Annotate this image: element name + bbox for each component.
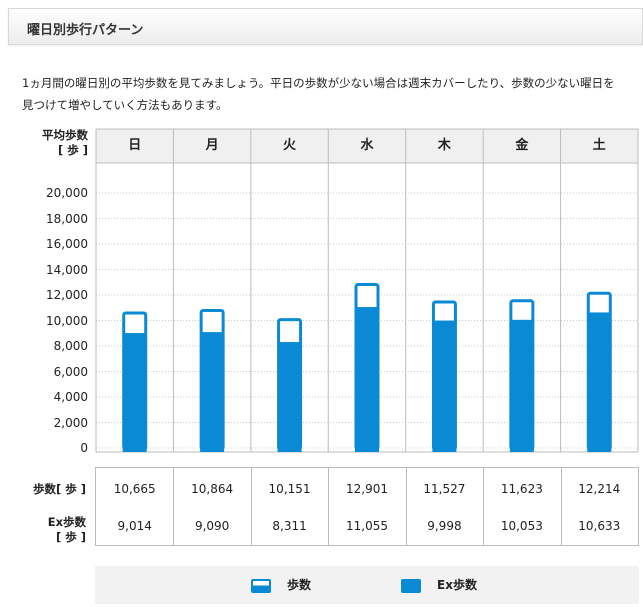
table-column-separator bbox=[173, 467, 175, 546]
legend-steps: 歩数 bbox=[251, 576, 311, 594]
section-header: 曜日別歩行パターン bbox=[8, 8, 643, 45]
intro-text: 1ヵ月間の曜日別の平均歩数を見てみましょう。平日の歩数が少ない場合は週末カバーし… bbox=[22, 76, 615, 112]
steps-cell: 11,623 bbox=[500, 482, 543, 496]
ex-steps-cell: 9,998 bbox=[427, 519, 462, 533]
y-tick-label: 14,000 bbox=[46, 262, 88, 277]
day-label: 火 bbox=[283, 138, 297, 153]
bar-chart bbox=[95, 128, 639, 453]
y-tick-label: 16,000 bbox=[46, 237, 88, 251]
legend-ex-swatch bbox=[401, 578, 421, 593]
steps-row-label: 歩数[ 歩 ] bbox=[32, 482, 86, 496]
day-label: 土 bbox=[592, 138, 606, 153]
y-tick-label: 6,000 bbox=[53, 364, 88, 379]
bar-ex-steps bbox=[509, 319, 534, 452]
ex-steps-cell: 9,014 bbox=[117, 519, 152, 533]
table-column-separator bbox=[483, 467, 485, 546]
legend: 歩数 Ex歩数 bbox=[95, 566, 639, 604]
steps-cell: 10,151 bbox=[268, 482, 311, 496]
day-header-band bbox=[96, 129, 638, 163]
ex-steps-row-label: Ex歩数 [ 歩 ] bbox=[47, 515, 86, 544]
table-column-separator bbox=[328, 467, 330, 546]
y-tick-label: 2,000 bbox=[53, 415, 88, 430]
steps-cell: 12,901 bbox=[345, 482, 388, 496]
y-axis-title-line2: [ 歩 ] bbox=[57, 143, 88, 157]
legend-steps-swatch bbox=[251, 578, 271, 593]
bar-ex-steps bbox=[587, 312, 612, 452]
y-tick-label: 4,000 bbox=[53, 390, 88, 404]
steps-cell: 11,527 bbox=[423, 482, 466, 496]
bar-ex-steps bbox=[200, 332, 225, 452]
steps-cell: 10,665 bbox=[113, 482, 156, 496]
y-axis-title-line1: 平均歩数 bbox=[42, 128, 88, 142]
day-label: 日 bbox=[128, 138, 142, 153]
ex-steps-cell: 11,055 bbox=[345, 519, 388, 533]
steps-cell: 10,864 bbox=[191, 482, 234, 496]
y-tick-label: 12,000 bbox=[46, 288, 88, 302]
y-tick-label: 10,000 bbox=[46, 313, 88, 328]
y-axis-title: 平均歩数 [ 歩 ] bbox=[0, 128, 88, 158]
bar-ex-steps bbox=[355, 307, 379, 452]
steps-cell: 12,214 bbox=[578, 482, 621, 496]
day-label: 月 bbox=[205, 138, 219, 153]
ex-steps-cell: 10,053 bbox=[500, 519, 543, 533]
legend-ex-steps: Ex歩数 bbox=[401, 576, 477, 594]
y-tick-label: 8,000 bbox=[53, 339, 88, 353]
y-tick-label: 20,000 bbox=[46, 186, 88, 200]
day-label: 木 bbox=[437, 138, 451, 153]
values-table bbox=[95, 467, 639, 546]
ex-steps-cell: 8,311 bbox=[272, 519, 307, 533]
ex-steps-cell: 10,633 bbox=[578, 519, 621, 533]
table-column-separator bbox=[560, 467, 562, 546]
section-title: 曜日別歩行パターン bbox=[27, 23, 144, 38]
bar-ex-steps bbox=[277, 342, 302, 452]
table-column-separator bbox=[250, 467, 252, 546]
day-label: 水 bbox=[360, 138, 374, 153]
day-label: 金 bbox=[515, 138, 529, 153]
bar-ex-steps bbox=[122, 333, 147, 452]
ex-steps-cell: 9,090 bbox=[194, 519, 230, 533]
bar-ex-steps bbox=[432, 320, 457, 452]
y-tick-label: 18,000 bbox=[46, 211, 88, 226]
table-column-separator bbox=[405, 467, 407, 546]
y-tick-label: 0 bbox=[80, 441, 88, 455]
